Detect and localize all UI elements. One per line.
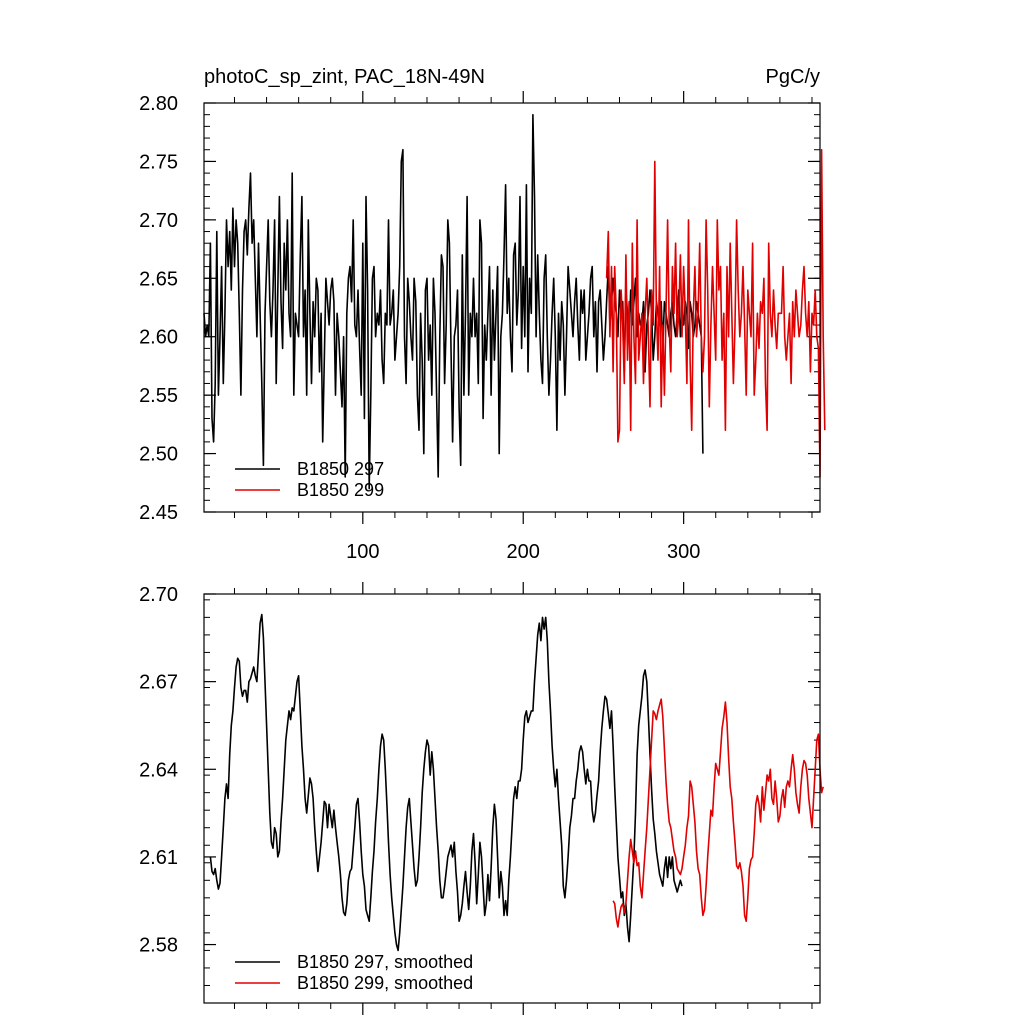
bottom-ytick-label: 2.58 bbox=[139, 935, 178, 957]
top-ytick-label: 2.55 bbox=[139, 385, 178, 407]
top-ytick-label: 2.60 bbox=[139, 327, 178, 349]
top-ytick-label: 2.50 bbox=[139, 444, 178, 466]
bottom-ytick-label: 2.64 bbox=[139, 759, 178, 781]
top-chart: photoC_sp_zint, PAC_18N-49N PgC/y 2.452.… bbox=[139, 66, 826, 563]
top-chart-x-tick-labels: 100 200 300 bbox=[346, 541, 700, 563]
top-ytick-label: 2.70 bbox=[139, 210, 178, 232]
bottom-chart-plot-frame bbox=[203, 593, 821, 1004]
top-chart-title: photoC_sp_zint, PAC_18N-49N bbox=[204, 66, 485, 88]
top-ytick-label: 2.75 bbox=[139, 151, 178, 173]
top-chart-ticks bbox=[204, 91, 820, 524]
bottom-series-line-1 bbox=[612, 698, 824, 928]
top-series-line-1 bbox=[605, 148, 826, 478]
bottom-series-line-0 bbox=[209, 613, 683, 952]
top-chart-plot-frame bbox=[203, 102, 821, 513]
top-ytick-label: 2.80 bbox=[139, 93, 178, 115]
bottom-legend-label-299: B1850 299, smoothed bbox=[297, 973, 473, 993]
bottom-chart-series bbox=[209, 613, 824, 952]
top-chart-series bbox=[203, 113, 826, 490]
bottom-legend-label-297: B1850 297, smoothed bbox=[297, 952, 473, 972]
top-ytick-label: 2.65 bbox=[139, 268, 178, 290]
bottom-chart-y-tick-labels: 2.58 2.61 2.64 2.67 2.70 bbox=[139, 584, 178, 957]
top-xtick-label: 200 bbox=[507, 541, 540, 563]
top-chart-legend: B1850 297 B1850 299 bbox=[235, 459, 384, 500]
bottom-chart-ticks bbox=[204, 582, 820, 1015]
top-xtick-label: 300 bbox=[667, 541, 700, 563]
bottom-ytick-label: 2.70 bbox=[139, 584, 178, 606]
top-xtick-label: 100 bbox=[346, 541, 379, 563]
bottom-chart-legend: B1850 297, smoothed B1850 299, smoothed bbox=[235, 952, 473, 993]
bottom-chart: 2.58 2.61 2.64 2.67 2.70 B1850 297, smoothed… bbox=[139, 582, 824, 1015]
bottom-ytick-label: 2.61 bbox=[139, 847, 178, 869]
top-series-line-0 bbox=[203, 113, 704, 490]
top-legend-label-299: B1850 299 bbox=[297, 480, 384, 500]
top-chart-y-tick-labels: 2.45 2.50 2.55 2.60 2.65 2.70 2.75 2.80 bbox=[139, 93, 178, 524]
top-ytick-label: 2.45 bbox=[139, 502, 178, 524]
top-legend-label-297: B1850 297 bbox=[297, 459, 384, 479]
top-chart-units: PgC/y bbox=[766, 66, 820, 88]
bottom-ytick-label: 2.67 bbox=[139, 672, 178, 694]
